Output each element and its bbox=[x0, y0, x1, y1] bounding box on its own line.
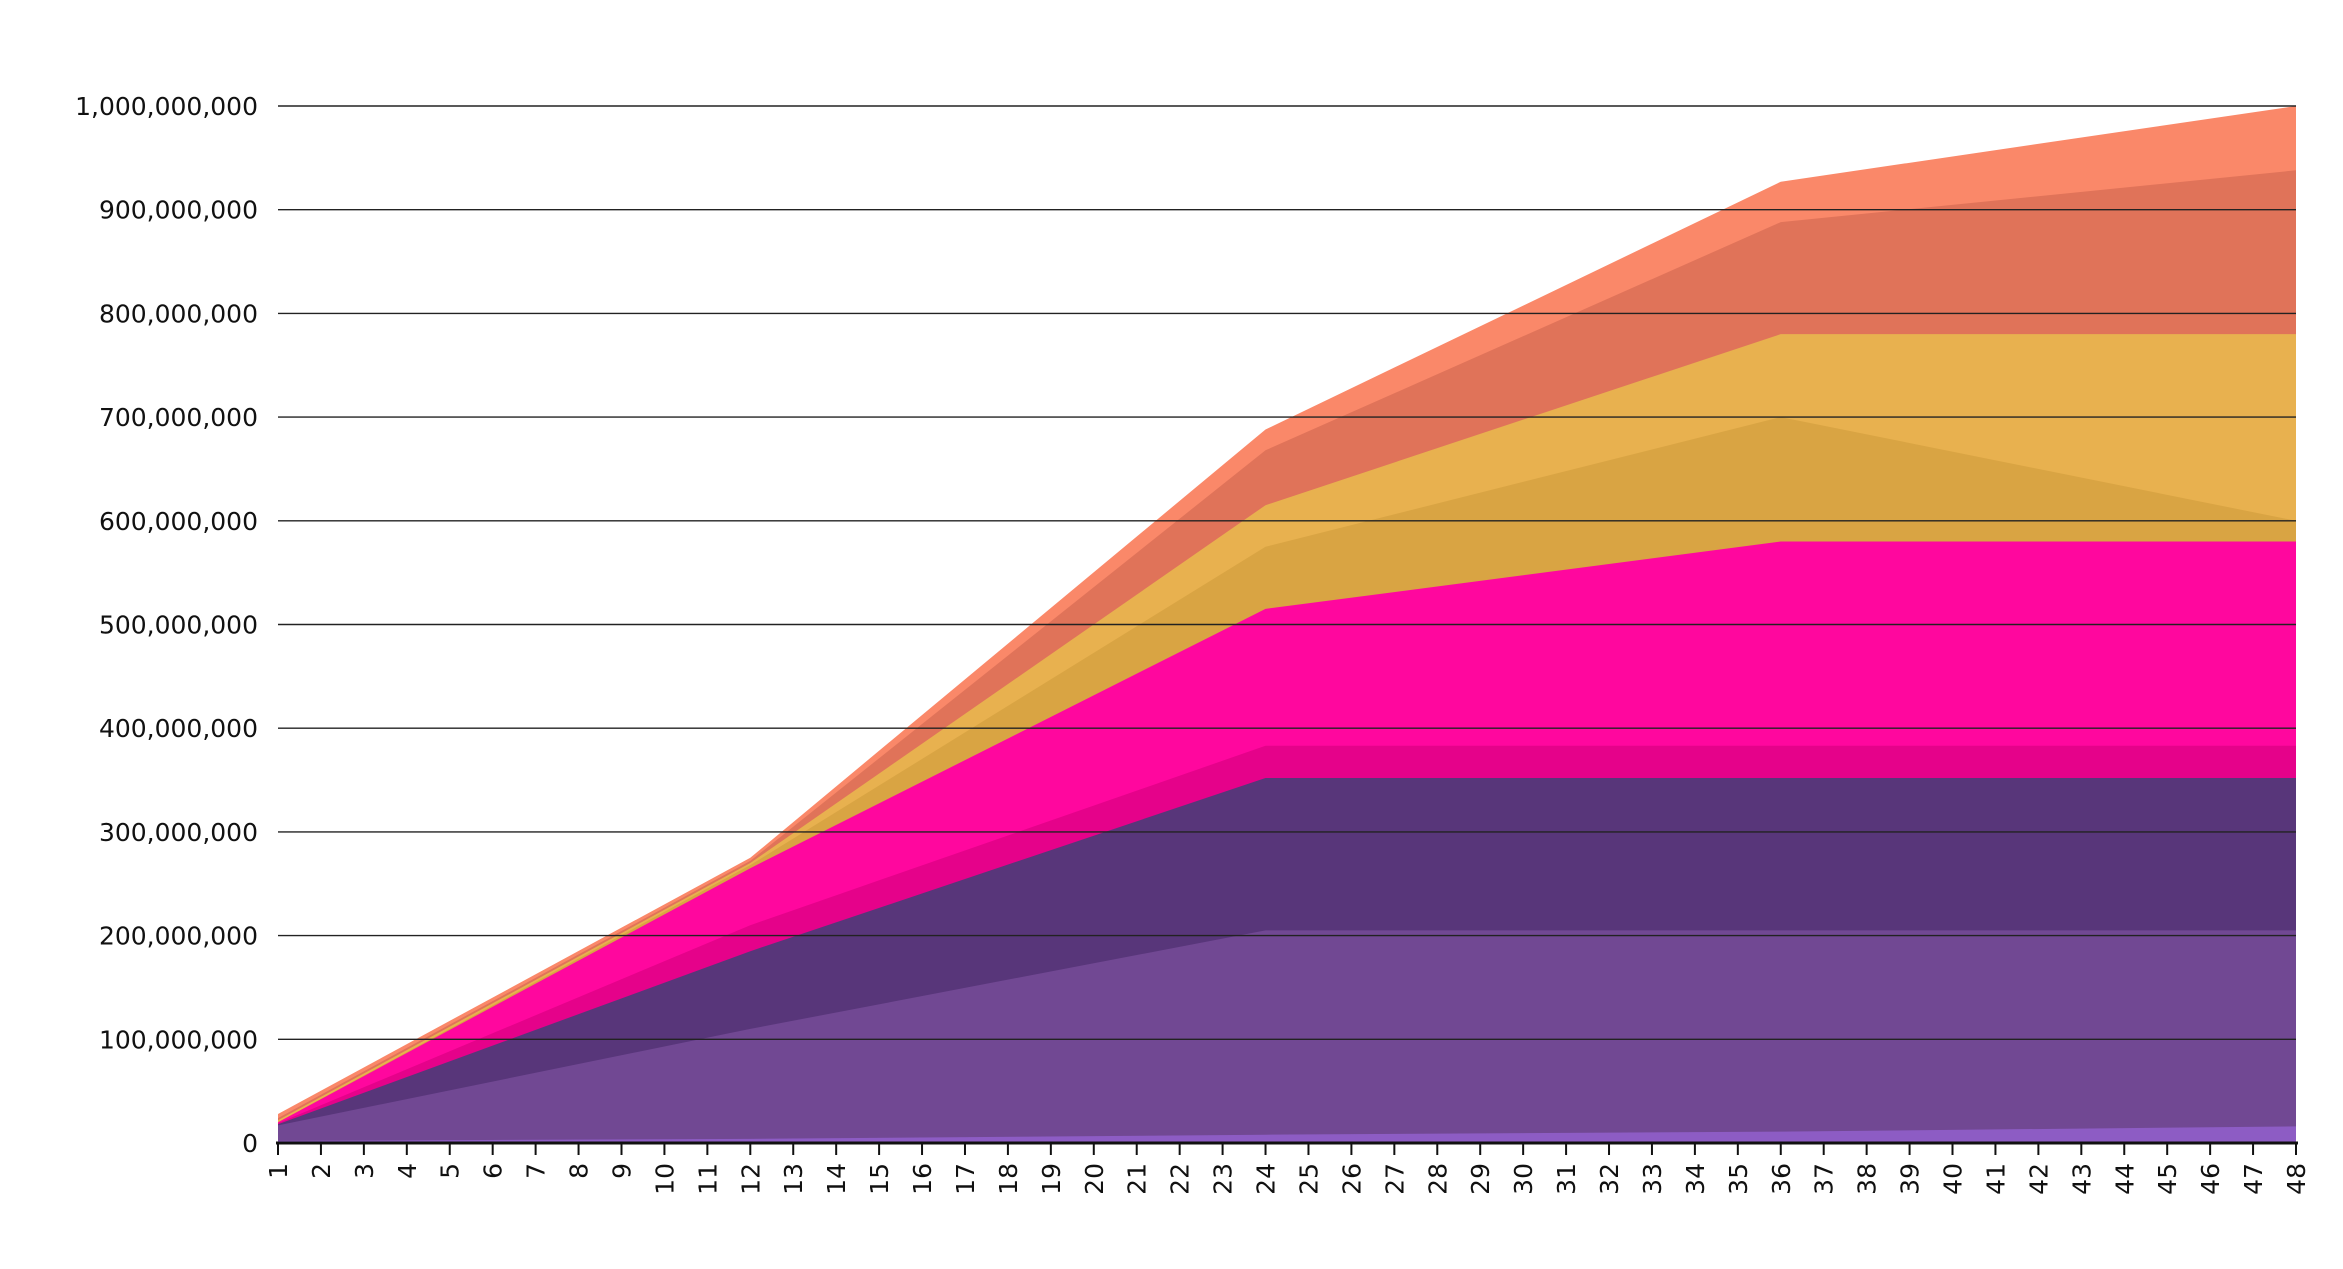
x-tick-label: 13 bbox=[779, 1163, 808, 1195]
x-tick-label: 39 bbox=[1896, 1163, 1925, 1195]
x-tick-label: 37 bbox=[1810, 1163, 1839, 1195]
y-tick-label: 100,000,000 bbox=[99, 1025, 258, 1054]
x-tick-label: 2 bbox=[307, 1163, 336, 1179]
x-tick-label: 3 bbox=[350, 1163, 379, 1179]
x-tick-label: 7 bbox=[522, 1163, 551, 1179]
x-tick-label: 9 bbox=[607, 1163, 636, 1179]
area-series-8 bbox=[278, 930, 2296, 1143]
area-series-9 bbox=[278, 1126, 2296, 1143]
x-tick-label: 12 bbox=[736, 1163, 765, 1195]
y-tick-label: 500,000,000 bbox=[99, 611, 258, 640]
x-tick-label: 38 bbox=[1853, 1163, 1882, 1195]
x-tick-label: 1 bbox=[264, 1163, 293, 1179]
x-tick-label: 29 bbox=[1466, 1163, 1495, 1195]
y-tick-label: 700,000,000 bbox=[99, 403, 258, 432]
x-tick-label: 25 bbox=[1294, 1163, 1323, 1195]
x-tick-label: 34 bbox=[1681, 1163, 1710, 1195]
x-tick-label: 11 bbox=[693, 1163, 722, 1195]
x-tick-label: 15 bbox=[865, 1163, 894, 1195]
x-tick-label: 45 bbox=[2153, 1163, 2182, 1195]
x-tick-label: 21 bbox=[1123, 1163, 1152, 1195]
x-tick-label: 33 bbox=[1638, 1163, 1667, 1195]
x-tick-label: 36 bbox=[1767, 1163, 1796, 1195]
x-tick-label: 42 bbox=[2024, 1163, 2053, 1195]
x-tick-label: 35 bbox=[1724, 1163, 1753, 1195]
x-tick-label: 47 bbox=[2239, 1163, 2268, 1195]
x-tick-label: 17 bbox=[951, 1163, 980, 1195]
gridlines bbox=[278, 105, 2296, 1041]
x-tick-label: 30 bbox=[1509, 1163, 1538, 1195]
x-tick-label: 31 bbox=[1552, 1163, 1581, 1195]
x-tick-label: 23 bbox=[1209, 1163, 1238, 1195]
x-tick-label: 48 bbox=[2282, 1163, 2311, 1195]
x-tick-label: 8 bbox=[565, 1163, 594, 1179]
y-tick-label: 300,000,000 bbox=[99, 818, 258, 847]
x-tick-label: 4 bbox=[393, 1163, 422, 1179]
x-tick-label: 28 bbox=[1423, 1163, 1452, 1195]
y-tick-label: 0 bbox=[242, 1129, 258, 1158]
x-tick-label: 40 bbox=[1939, 1163, 1968, 1195]
x-tick-label: 18 bbox=[994, 1163, 1023, 1195]
area-series-group bbox=[278, 106, 2296, 1144]
x-tick-label: 26 bbox=[1337, 1163, 1366, 1195]
y-tick-label: 400,000,000 bbox=[99, 714, 258, 743]
x-tick-label: 27 bbox=[1380, 1163, 1409, 1195]
y-tick-label: 200,000,000 bbox=[99, 922, 258, 951]
x-tick-label: 14 bbox=[822, 1163, 851, 1195]
x-tick-label: 41 bbox=[1981, 1163, 2010, 1195]
y-tick-label: 600,000,000 bbox=[99, 507, 258, 536]
x-tick-label: 43 bbox=[2067, 1163, 2096, 1195]
x-tick-label: 32 bbox=[1595, 1163, 1624, 1195]
y-tick-label: 1,000,000,000 bbox=[75, 92, 258, 121]
x-axis: 1 2 3 4 5 6 7 8 9 10 11 12 13 14 15 16 17 18 19 20 21 22 23 24 2… bbox=[264, 1141, 2311, 1195]
y-axis: 0 100,000,000 200,000,000 300,000,000 400,00… bbox=[75, 92, 258, 1158]
x-tick-label: 44 bbox=[2110, 1163, 2139, 1195]
x-tick-label: 10 bbox=[650, 1163, 679, 1195]
y-tick-label: 900,000,000 bbox=[99, 196, 258, 225]
x-tick-label: 22 bbox=[1166, 1163, 1195, 1195]
x-tick-label: 19 bbox=[1037, 1163, 1066, 1195]
x-tick-label: 20 bbox=[1080, 1163, 1109, 1195]
x-tick-label: 24 bbox=[1252, 1163, 1281, 1195]
x-tick-label: 16 bbox=[908, 1163, 937, 1195]
x-tick-label: 5 bbox=[436, 1163, 465, 1179]
x-tick-label: 6 bbox=[479, 1163, 508, 1179]
x-tick-label: 46 bbox=[2196, 1163, 2225, 1195]
y-tick-label: 800,000,000 bbox=[99, 299, 258, 328]
